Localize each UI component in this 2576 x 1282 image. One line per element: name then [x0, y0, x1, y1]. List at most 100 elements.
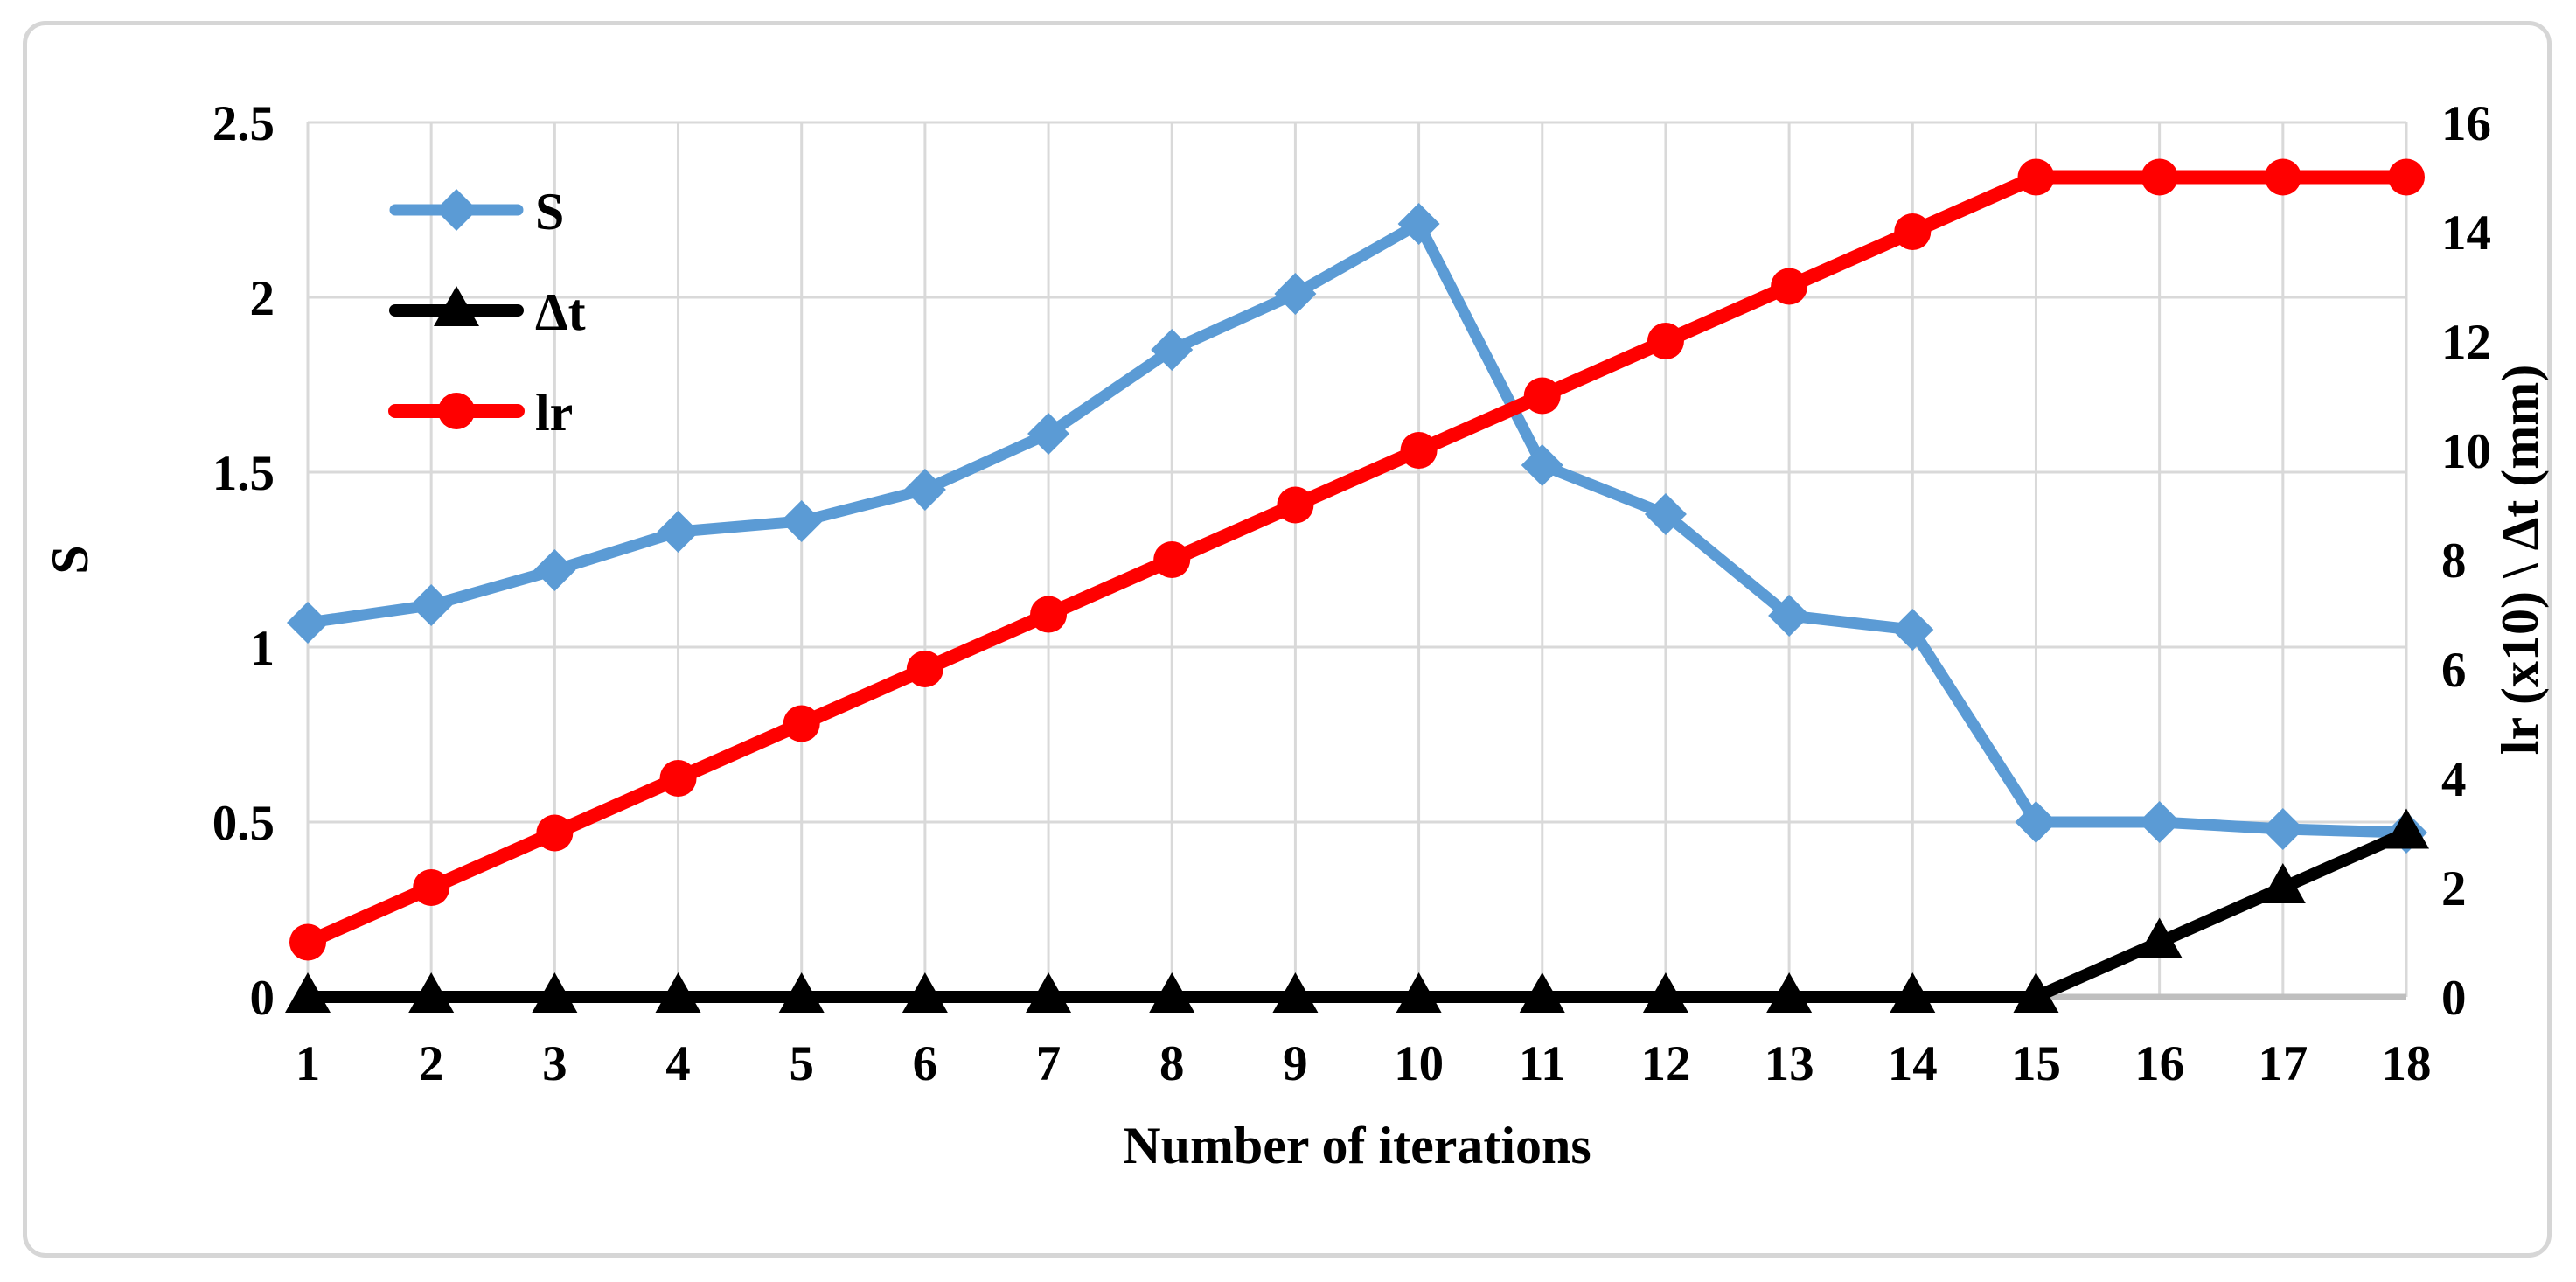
series-marker-S — [1397, 203, 1440, 245]
legend-swatches — [388, 189, 525, 429]
x-axis-tick-label: 17 — [2258, 1036, 2308, 1091]
x-axis-tick-label: 1 — [296, 1036, 321, 1091]
series-marker-Δt — [1642, 972, 1688, 1013]
legend-label-s: S — [535, 183, 564, 240]
right-axis-tick-label: 8 — [2441, 533, 2467, 589]
right-axis-tick-label: 0 — [2441, 971, 2467, 1026]
series-marker-S — [1521, 444, 1563, 486]
series-marker-lr — [1647, 323, 1684, 359]
x-axis-tick-label: 12 — [1640, 1036, 1690, 1091]
series-marker-Δt — [1272, 972, 1319, 1013]
x-axis-tick-label: 11 — [1519, 1036, 1566, 1091]
series-marker-S — [2015, 801, 2057, 843]
series-marker-lr — [1400, 432, 1438, 469]
series-marker-Δt — [655, 972, 701, 1013]
right-axis-tick-label: 16 — [2441, 96, 2491, 151]
x-axis-tick-label: 3 — [542, 1036, 567, 1091]
left-axis-tick-label: 2 — [250, 271, 275, 326]
series-marker-lr — [1894, 213, 1932, 250]
series-marker-Δt — [1396, 972, 1442, 1013]
right-axis-tick-label: 4 — [2441, 752, 2467, 807]
series-marker-lr — [1030, 596, 1068, 633]
left-axis-tick-label: 1.5 — [212, 446, 275, 501]
series-marker-Δt — [1890, 972, 1936, 1013]
series-marker-lr — [2141, 158, 2178, 196]
series-marker-Δt — [2013, 972, 2059, 1013]
series-marker-lr — [906, 651, 943, 687]
legend-swatch-marker-Δt — [434, 286, 479, 326]
series-marker-S — [287, 602, 329, 644]
left-axis-tick-label: 2.5 — [212, 96, 275, 151]
series-marker-lr — [2017, 158, 2055, 196]
x-axis-tick-label: 13 — [1765, 1036, 1814, 1091]
series-marker-lr — [2264, 158, 2301, 196]
series-marker-Δt — [2136, 917, 2183, 958]
series-marker-S — [1027, 413, 1070, 455]
series-marker-lr — [1523, 377, 1561, 415]
series-marker-Δt — [2384, 808, 2429, 849]
series-Δt — [285, 808, 2429, 1013]
series-marker-S — [903, 469, 946, 511]
right-axis-tick-label: 12 — [2441, 315, 2491, 370]
series-marker-lr — [536, 814, 574, 852]
left-axis-tick-label: 0.5 — [212, 796, 275, 851]
x-axis-tick-label: 8 — [1159, 1036, 1185, 1091]
legend-label-lr: lr — [535, 384, 573, 442]
series-marker-lr — [783, 705, 820, 742]
series-marker-lr — [1153, 541, 1191, 578]
x-axis-tick-label: 15 — [2011, 1036, 2061, 1091]
series-marker-Δt — [778, 972, 825, 1013]
series-marker-Δt — [902, 972, 948, 1013]
x-axis-tick-label: 10 — [1394, 1036, 1444, 1091]
right-axis-tick-label: 2 — [2441, 861, 2467, 916]
series-line-Δt — [302, 826, 2412, 1003]
right-axis-tick-label: 14 — [2441, 206, 2491, 261]
series-marker-lr — [2388, 158, 2425, 196]
series-marker-Δt — [408, 972, 455, 1013]
series-marker-Δt — [1149, 972, 1195, 1013]
legend: S Δt lr — [388, 183, 586, 442]
x-axis-tick-label: 2 — [419, 1036, 444, 1091]
series-marker-Δt — [1519, 972, 1565, 1013]
series-marker-lr — [289, 923, 326, 961]
series-marker-S — [657, 511, 700, 553]
x-axis-tick-label: 16 — [2134, 1036, 2184, 1091]
series-marker-S — [410, 584, 453, 626]
series-lr — [289, 158, 2425, 961]
x-axis-tick-label: 14 — [1888, 1036, 1938, 1091]
series-marker-Δt — [1026, 972, 1072, 1013]
series-marker-lr — [659, 760, 697, 797]
series-marker-lr — [413, 869, 450, 906]
series-marker-S — [1768, 595, 1811, 637]
figure-border — [23, 21, 2552, 1258]
x-axis-tick-label: 6 — [913, 1036, 938, 1091]
x-axis-tick-label: 4 — [665, 1036, 691, 1091]
x-axis-title: Number of iterations — [1123, 1117, 1591, 1174]
legend-swatch-marker-S — [435, 189, 477, 231]
x-axis-tick-label: 5 — [789, 1036, 814, 1091]
right-axis-tick-label: 6 — [2441, 643, 2467, 698]
series-line-S — [302, 218, 2412, 839]
data-series — [285, 158, 2429, 1013]
series-S — [287, 203, 2427, 854]
series-marker-S — [2261, 808, 2304, 850]
series-marker-Δt — [1766, 972, 1813, 1013]
legend-swatch-marker-lr — [438, 393, 475, 429]
series-marker-S — [1891, 609, 1934, 651]
series-marker-Δt — [532, 972, 578, 1013]
series-marker-lr — [1771, 268, 1808, 305]
series-marker-lr — [1277, 486, 1314, 524]
series-marker-S — [1274, 273, 1317, 315]
series-marker-Δt — [2259, 863, 2306, 903]
legend-label-dt: Δt — [535, 283, 586, 341]
y-axis-title-right: lr (x10) \ Δt (mm) — [2491, 365, 2549, 755]
left-axis-tick-label: 1 — [250, 621, 275, 676]
series-marker-S — [533, 549, 576, 591]
y-axis-title-left: S — [41, 545, 99, 574]
series-marker-S — [780, 500, 823, 542]
series-marker-S — [2138, 801, 2181, 843]
right-axis-tick-label: 10 — [2441, 424, 2491, 479]
